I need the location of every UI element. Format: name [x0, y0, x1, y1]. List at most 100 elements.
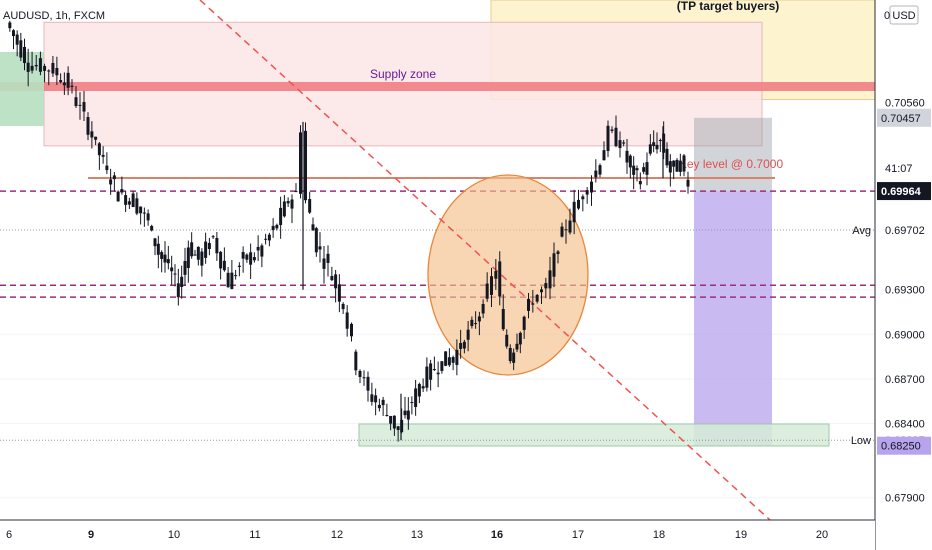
candle-body: [652, 142, 656, 147]
candle-body: [337, 284, 341, 302]
candle-body: [94, 136, 98, 140]
candle-body: [252, 257, 256, 261]
demand-zone: [358, 423, 830, 447]
candle-body: [204, 241, 208, 258]
candle-body: [414, 388, 418, 408]
candle-body: [544, 283, 548, 289]
candle-body: [508, 347, 512, 362]
candle-body: [642, 167, 646, 172]
candle-body: [406, 410, 410, 420]
candle-body: [173, 273, 177, 275]
candle-body: [354, 351, 358, 371]
candle-body: [59, 80, 63, 83]
axis-clip-label: 0: [884, 10, 890, 22]
candle-body: [55, 67, 59, 76]
candle-body: [552, 253, 556, 277]
candle-body: [470, 319, 474, 326]
candle-body: [304, 130, 307, 201]
candle-body: [594, 170, 598, 178]
candle-body: [82, 102, 86, 112]
candle-body: [481, 303, 485, 314]
x-tick-label: 9: [88, 529, 94, 541]
candle-body: [505, 334, 509, 347]
y-tick-label: 0.69000: [885, 329, 925, 341]
candle-body: [139, 206, 143, 214]
candle-body: [436, 372, 440, 375]
candle-body: [256, 246, 260, 251]
candle-body: [294, 191, 298, 193]
candle-body: [518, 332, 522, 345]
candle-body: [498, 261, 502, 297]
candle-body: [308, 199, 312, 213]
candle-body: [326, 253, 330, 263]
candle-body: [211, 236, 215, 238]
candle-body: [345, 312, 349, 329]
candle-body: [105, 165, 109, 171]
candle-body: [531, 303, 535, 305]
candle-body: [299, 132, 302, 194]
candle-body: [556, 251, 560, 254]
stop-label-bg: [877, 436, 931, 455]
price-axis: [875, 0, 932, 550]
candle-body: [97, 143, 101, 156]
candle-body: [678, 160, 682, 172]
candle-body: [19, 40, 23, 58]
candle-body: [628, 155, 632, 168]
avg-label-tag: Avg: [852, 225, 871, 237]
candle-body: [290, 199, 294, 209]
candle-body: [581, 196, 585, 200]
candle-body: [230, 272, 234, 289]
current-price-label-bg: [877, 182, 931, 201]
position-stop-zone: [694, 191, 772, 446]
key-level-label: Key level @ 0.7000: [679, 157, 784, 171]
candle-body: [260, 245, 264, 257]
candle-body: [501, 309, 505, 330]
candle-body: [34, 64, 38, 67]
candle-body: [350, 323, 353, 337]
countdown-label: 41:07: [885, 163, 913, 175]
candle-body: [374, 395, 378, 403]
symbol-label: AUDUSD, 1h, FXCM: [3, 10, 105, 22]
candle-body: [267, 234, 271, 241]
candle-body: [47, 70, 51, 72]
candle-body: [120, 189, 124, 193]
candle-body: [341, 303, 345, 310]
candle-body: [400, 419, 404, 433]
candle-body: [215, 237, 219, 254]
candle-body: [410, 402, 414, 404]
avg-label: 0.69702: [885, 225, 925, 237]
candle-body: [200, 251, 204, 266]
candle-body: [396, 426, 400, 430]
candle-body: [150, 225, 154, 231]
candle-body: [590, 181, 593, 193]
candle-body: [686, 179, 690, 187]
candle-body: [527, 298, 530, 311]
candle-body: [421, 386, 425, 389]
candle-body: [477, 316, 481, 322]
candle-body: [8, 22, 12, 29]
candle-body: [86, 116, 90, 135]
candle-body: [455, 349, 459, 365]
candle-body: [512, 352, 516, 363]
candle-body: [622, 142, 626, 144]
candle-body: [655, 144, 659, 150]
candle-body: [282, 201, 286, 217]
candle-body: [560, 226, 564, 237]
candle-body: [279, 207, 283, 226]
candle-body: [234, 275, 238, 277]
candle-body: [389, 415, 393, 424]
candle-body: [432, 369, 436, 371]
candle-body: [90, 131, 94, 138]
x-tick-label: 19: [735, 529, 747, 541]
candle-body: [207, 242, 211, 250]
candle-body: [485, 283, 489, 299]
candle-body: [318, 246, 322, 250]
candle-body: [638, 181, 642, 185]
stop-label: 0.68250: [881, 441, 921, 453]
candle-body: [440, 361, 444, 371]
candle-body: [166, 259, 170, 264]
supply-top-label-bg: [877, 108, 931, 127]
candle-body: [334, 274, 338, 289]
